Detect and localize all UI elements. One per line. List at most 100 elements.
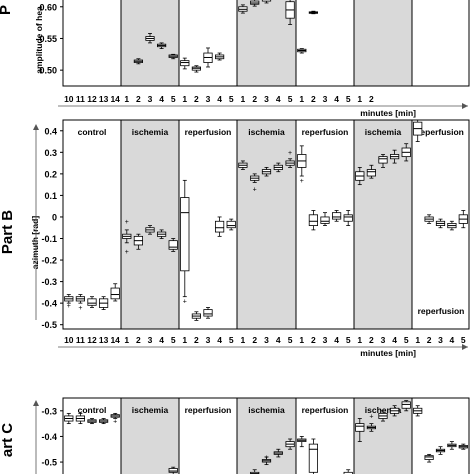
x-tick-label: 1 xyxy=(124,94,129,104)
x-tick-label: 4 xyxy=(450,335,455,345)
box-mark: + xyxy=(64,294,74,310)
box-mark xyxy=(343,469,353,474)
x-axis-label: minutes [min] xyxy=(360,108,416,118)
chart-part-3: -0.3 -0.4 -0.5 control ischemia reperfusion is… xyxy=(0,397,470,474)
x-tick-label: 4 xyxy=(334,335,339,345)
box-mark xyxy=(156,229,167,239)
y-tick-label: -0.5 xyxy=(41,458,57,468)
box-mark xyxy=(285,0,295,25)
box-mark: + xyxy=(75,294,85,312)
x-tick-label: 2 xyxy=(194,335,199,345)
box-mark xyxy=(413,119,423,142)
outlier-point: + xyxy=(253,186,257,193)
panel-label: reperfusion xyxy=(185,127,232,137)
box-mark xyxy=(133,233,143,250)
y-tick-label: -0.1 xyxy=(41,234,57,244)
panel-label: ischemia xyxy=(132,127,169,137)
box-mark xyxy=(261,0,272,4)
x-tick-label: 3 xyxy=(148,335,153,345)
outlier-point: + xyxy=(125,249,129,256)
x-tick-label: 1 xyxy=(182,94,187,104)
y-tick-label: -0.3 xyxy=(41,277,57,287)
x-tick-label: 4 xyxy=(276,335,281,345)
x-tick-label: 2 xyxy=(369,94,374,104)
plot-frame xyxy=(62,397,470,474)
outlier-point: + xyxy=(288,150,292,157)
x-tick-label: 1 xyxy=(182,335,187,345)
box-mark xyxy=(285,438,295,450)
box-mark xyxy=(180,57,190,70)
x-tick-label: 3 xyxy=(206,94,211,104)
box-mark xyxy=(413,405,423,417)
y-tick-label: -0.5 xyxy=(41,320,57,330)
box-mark xyxy=(343,210,353,226)
box-mark xyxy=(156,42,167,50)
box-body xyxy=(366,169,377,177)
box-mark xyxy=(378,154,388,168)
shaded-panel xyxy=(121,120,179,329)
panel-label: ischemia xyxy=(365,405,402,415)
y-tick-label: 0.60 xyxy=(39,2,57,12)
box-mark xyxy=(401,143,411,162)
box-mark xyxy=(145,225,155,235)
box-body xyxy=(424,455,434,460)
x-tick-label: 4 xyxy=(334,94,339,104)
box-mark xyxy=(238,4,248,14)
outlier-point: + xyxy=(113,419,117,426)
panel-label: control xyxy=(78,127,107,137)
box-mark xyxy=(424,214,434,224)
box-mark xyxy=(308,210,319,231)
box-mark xyxy=(355,418,365,442)
box-mark xyxy=(458,443,468,450)
y-tick-label: -0.3 xyxy=(41,406,57,416)
box-mark xyxy=(366,164,377,179)
box-mark: + xyxy=(366,413,377,432)
plot-frame xyxy=(62,119,470,330)
box-mark xyxy=(99,418,109,425)
x-tick-label: 3 xyxy=(323,94,328,104)
x-tick-label: 5 xyxy=(288,94,293,104)
panel-label: ischemia xyxy=(365,127,402,137)
box-mark xyxy=(447,220,457,231)
box-body xyxy=(308,214,319,226)
x-tick-label: 5 xyxy=(461,335,466,345)
x-tick-label: 4 xyxy=(392,335,397,345)
box-mark xyxy=(203,47,213,68)
x-tick-label: 11 xyxy=(76,335,85,345)
x-tick-label: 3 xyxy=(264,94,269,104)
box-mark xyxy=(191,65,201,73)
panel-label: ischemia xyxy=(248,127,285,137)
x-tick-label: 10 xyxy=(64,335,74,345)
y-tick-label: 0.50 xyxy=(39,66,57,76)
x-tick-label: 5 xyxy=(229,94,234,104)
x-tick-label: 4 xyxy=(276,94,281,104)
x-tick-label: 2 xyxy=(252,94,257,104)
outlier-point: + xyxy=(67,303,71,310)
box-mark xyxy=(389,149,400,164)
y-axis-label: amplitude of hea xyxy=(34,6,44,74)
box-mark xyxy=(99,296,109,311)
box-mark xyxy=(75,412,85,425)
box-body xyxy=(180,60,190,67)
x-tick-label: 3 xyxy=(148,94,153,104)
box-mark: + xyxy=(180,179,190,305)
box-mark: + xyxy=(285,150,295,168)
box-mark xyxy=(401,400,411,412)
y-tick-label: -0.2 xyxy=(41,256,57,266)
x-tick-label: 2 xyxy=(311,335,316,345)
x-tick-label: 1 xyxy=(241,335,246,345)
box-mark xyxy=(435,218,446,229)
outlier-point: + xyxy=(183,298,187,305)
box-mark xyxy=(297,436,307,448)
box-mark xyxy=(64,412,74,425)
box-body xyxy=(355,423,365,432)
box-mark xyxy=(458,210,468,229)
box-mark xyxy=(297,48,307,54)
x-tick-label: 2 xyxy=(369,335,374,345)
outlier-point: + xyxy=(369,413,373,420)
box-body xyxy=(180,197,190,272)
box-mark xyxy=(331,210,342,222)
outlier-point: + xyxy=(78,305,82,312)
